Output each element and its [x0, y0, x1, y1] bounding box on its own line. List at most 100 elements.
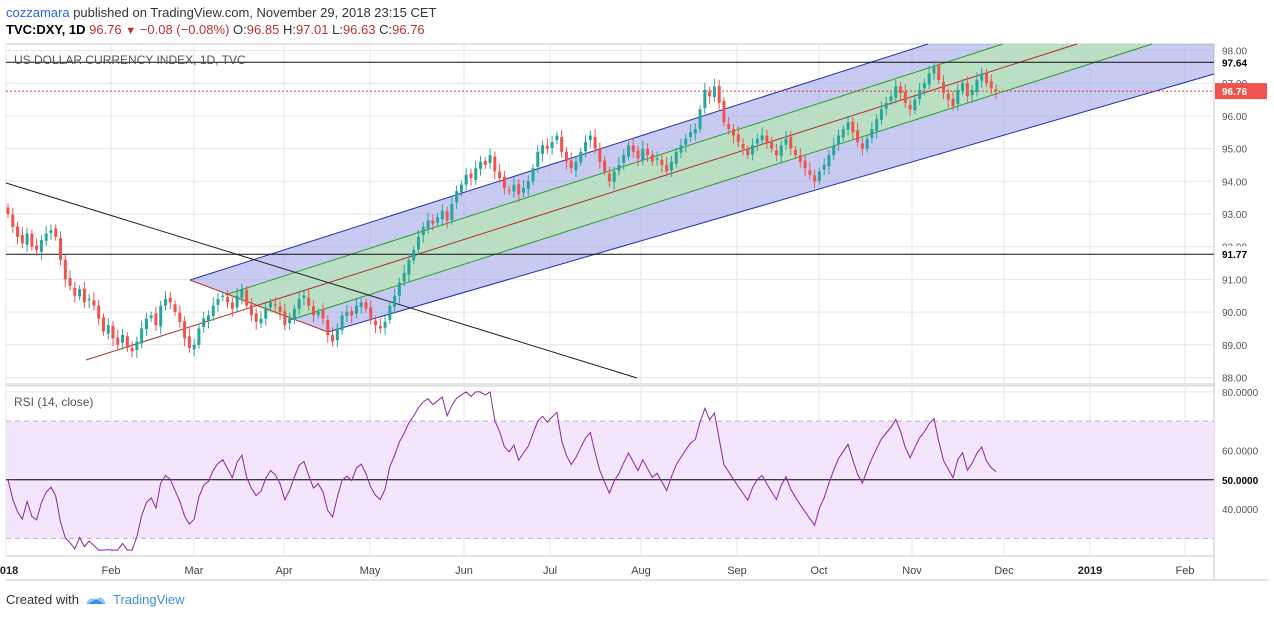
candle-body: [54, 228, 58, 237]
last-price: 96.76: [89, 22, 122, 37]
candle-body: [140, 328, 144, 344]
candle-body: [741, 144, 745, 149]
candle-body: [230, 302, 234, 309]
candle-body: [30, 233, 34, 247]
candle-body: [359, 302, 363, 307]
symbol-label[interactable]: TVC:DXY, 1D: [6, 22, 86, 37]
candle-body: [736, 134, 740, 143]
candle-body: [502, 176, 506, 188]
candle-body: [269, 302, 273, 308]
candle-body: [393, 295, 397, 307]
candle-body: [841, 129, 845, 138]
candle-body: [989, 81, 993, 89]
price-tag-91-77-bg: [1215, 246, 1267, 263]
candle-body: [603, 160, 607, 172]
candle-body: [674, 151, 678, 164]
candle-body: [584, 142, 588, 152]
candle-body: [708, 91, 712, 97]
tradingview-link[interactable]: TradingView: [112, 592, 185, 607]
high-value: 97.01: [295, 22, 329, 37]
candle-body: [703, 89, 707, 109]
candle-body: [445, 211, 449, 221]
candle-body: [302, 295, 306, 298]
candle-body: [264, 308, 268, 319]
candle-body: [779, 145, 783, 156]
candle-body: [631, 145, 635, 152]
candle-body: [78, 289, 82, 297]
downtrend-line[interactable]: [5, 182, 638, 379]
publish-info: published on TradingView.com, November 2…: [69, 5, 437, 20]
candle-body: [240, 289, 244, 298]
price-tick-label: 90.00: [1222, 308, 1247, 319]
candle-body: [431, 220, 435, 224]
candlestick-series: [6, 61, 998, 358]
author-link[interactable]: cozzamara: [6, 5, 70, 20]
time-tick-label: 2019: [1078, 565, 1102, 577]
candle-body: [44, 233, 48, 241]
candle-body: [168, 297, 172, 303]
candle-body: [144, 318, 148, 330]
candle-body: [464, 174, 468, 185]
candle-body: [903, 91, 907, 103]
time-tick-label: Aug: [631, 565, 651, 577]
candle-body: [311, 306, 315, 316]
candle-body: [641, 148, 645, 161]
candle-body: [235, 295, 239, 308]
candle-body: [426, 220, 430, 229]
candle-body: [765, 135, 769, 143]
candle-body: [679, 145, 683, 153]
time-tick-label: Nov: [902, 565, 922, 577]
time-tick-label: Feb: [102, 565, 121, 577]
candle-body: [63, 259, 67, 280]
time-tick-label: Mar: [185, 565, 204, 577]
rsi-tick-label: 80.0000: [1222, 388, 1259, 399]
rsi-line: [7, 391, 997, 551]
candle-body: [455, 191, 459, 203]
candle-body: [555, 135, 559, 141]
candle-body: [407, 259, 411, 275]
candle-body: [836, 135, 840, 145]
candle-body: [59, 238, 63, 260]
candle-body: [488, 155, 492, 163]
candle-body: [798, 155, 802, 162]
close-label: C:: [379, 22, 393, 37]
candle-body: [226, 297, 230, 303]
candle-body: [918, 89, 922, 99]
price-tag-last-bg: [1215, 83, 1267, 100]
rsi-tag-50-bg: [1215, 471, 1267, 488]
candle-body: [192, 344, 196, 350]
candle-body: [259, 318, 263, 324]
candle-body: [980, 73, 984, 81]
candle-body: [689, 132, 693, 137]
price-tick-label: 96.00: [1222, 112, 1247, 123]
high-label: H:: [282, 22, 296, 37]
candle-body: [483, 161, 487, 165]
price-tick-label: 95.00: [1222, 145, 1247, 156]
candle-body: [154, 313, 158, 326]
candle-body: [932, 66, 936, 74]
candle-body: [383, 321, 387, 328]
time-tick-label: Oct: [810, 565, 827, 577]
candle-body: [39, 240, 43, 252]
low-label: L:: [332, 22, 343, 37]
price-tag-97-64: 97.64: [1222, 58, 1247, 69]
candle-body: [316, 312, 320, 315]
candle-body: [669, 161, 673, 171]
pitchfork-upper-line: [189, 43, 929, 281]
candle-body: [574, 161, 578, 171]
candle-body: [684, 138, 688, 145]
candle-body: [183, 321, 187, 339]
candle-body: [49, 230, 53, 233]
pitchfork-handle-line: [189, 279, 329, 333]
candle-body: [97, 305, 101, 319]
candle-body: [436, 217, 440, 223]
candle-body: [770, 140, 774, 149]
candle-body: [650, 154, 654, 162]
candle-body: [498, 171, 502, 179]
candle-body: [474, 168, 478, 180]
low-value: 96.63: [342, 22, 376, 37]
time-tick-label: Jun: [455, 565, 473, 577]
price-tag-97-64-bg: [1215, 54, 1267, 71]
candle-body: [970, 89, 974, 95]
